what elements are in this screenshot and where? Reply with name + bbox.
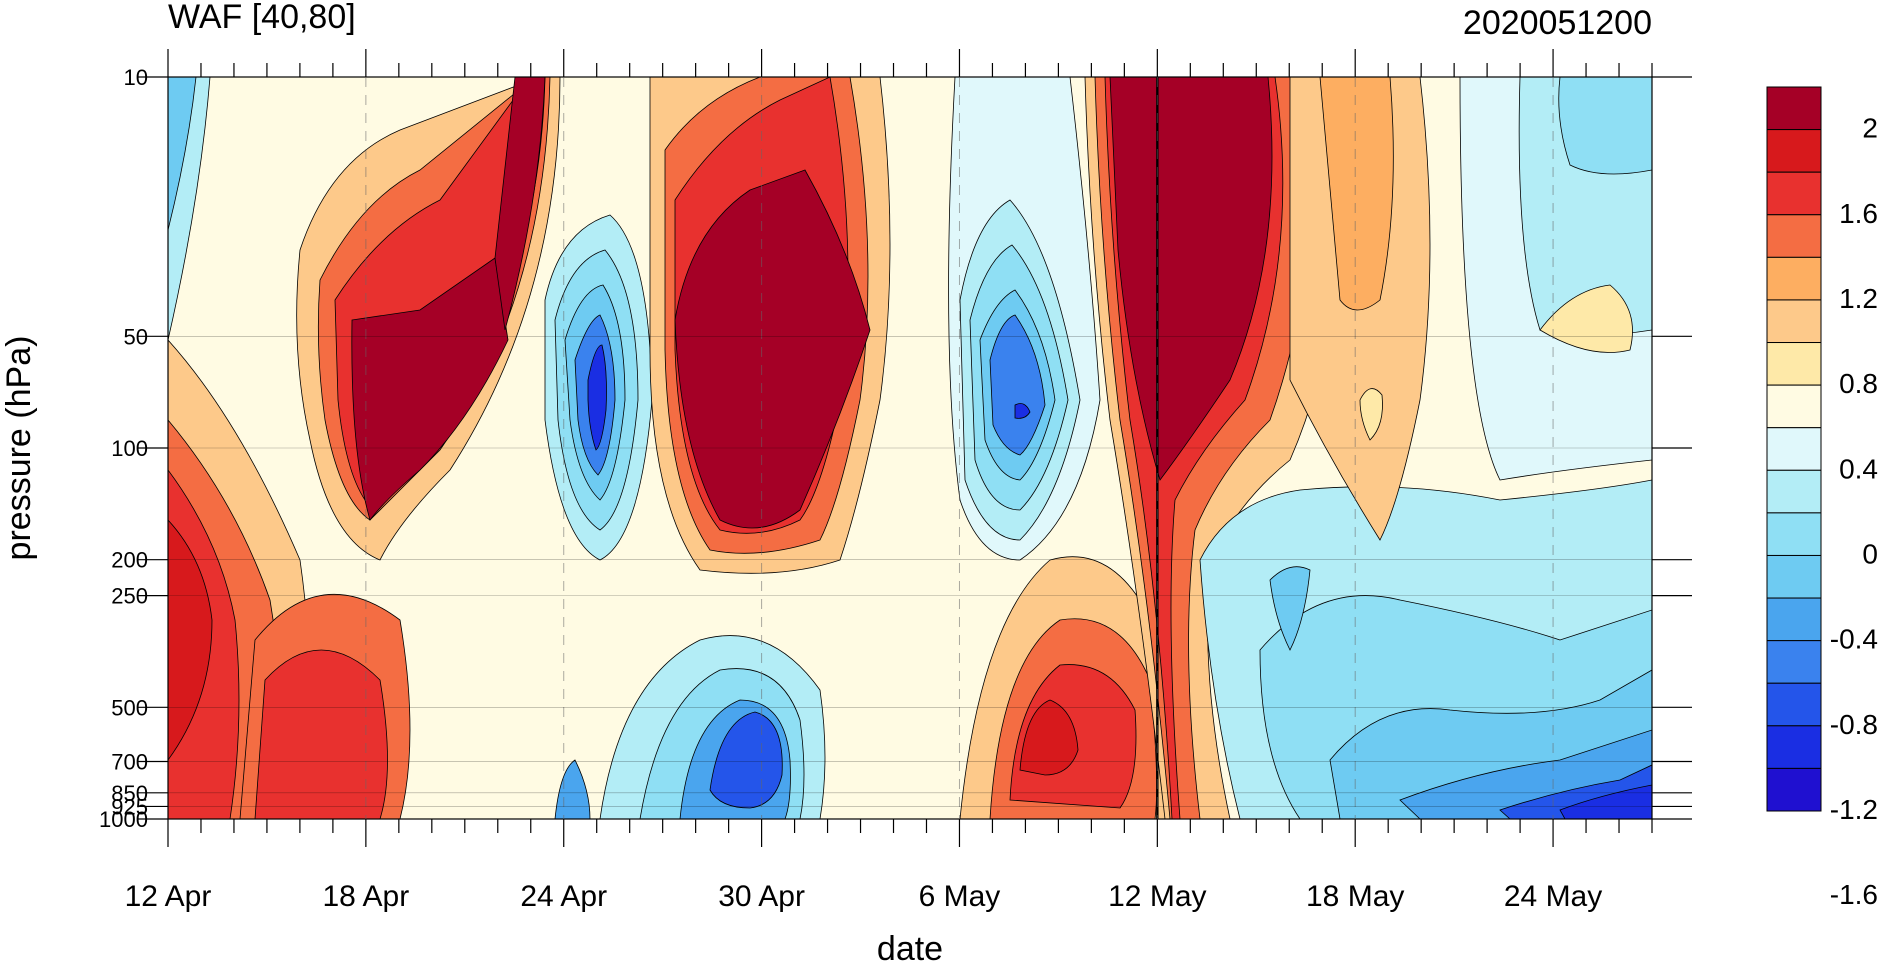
y-axis-label: pressure (hPa) (0, 336, 38, 561)
colorbar-swatch (1766, 767, 1822, 812)
blob-30apr-lower-blue (554, 635, 826, 819)
blob-18apr-lower-red (239, 593, 411, 819)
colorbar-swatch (1766, 427, 1822, 471)
colorbar (1766, 86, 1822, 812)
blob-8may-upper-blue (948, 77, 1101, 561)
blob-18apr-upper-red (296, 77, 561, 561)
colorbar-swatch (1766, 640, 1822, 684)
colorbar-label: -1.6 (1830, 879, 1878, 910)
colorbar-swatch (1766, 597, 1822, 642)
y-tick-label: 250 (111, 584, 148, 609)
contour-field (168, 77, 1652, 819)
colorbar-swatch (1766, 554, 1822, 599)
y-tick-label: 850 (111, 781, 148, 806)
colorbar-label: 0.4 (1839, 453, 1878, 484)
x-tick-label: 18 Apr (322, 880, 409, 913)
y-tick-label: 100 (111, 436, 148, 461)
colorbar-swatch (1766, 469, 1822, 514)
y-tick-label: 925 (111, 794, 148, 819)
colorbar-label: 2 (1862, 113, 1878, 144)
x-ticks (167, 49, 1653, 847)
colorbar-label: -2 (1853, 964, 1878, 968)
colorbar-swatch (1766, 512, 1822, 556)
x-tick-label: 6 May (919, 880, 1001, 913)
y-tick-label: 500 (111, 695, 148, 720)
colorbar-label: -0.4 (1830, 624, 1878, 655)
x-tick-label: 18 May (1306, 880, 1404, 913)
blob-12may-upper-red (1084, 77, 1340, 819)
x-tick-label: 24 May (1504, 880, 1602, 913)
colorbar-swatch (1766, 682, 1822, 727)
title-right: 2020051200 (1463, 4, 1652, 42)
x-tick-label: 24 Apr (520, 880, 607, 913)
blob-19may-orange (1289, 77, 1431, 541)
blob-left-top-blue (168, 77, 211, 341)
colorbar-label: 1.6 (1839, 198, 1878, 229)
blob-30apr-upper-red (649, 77, 891, 574)
colorbar-swatch (1766, 256, 1822, 301)
colorbar-swatch (1766, 171, 1822, 216)
blob-25apr-upper-blue (544, 214, 653, 561)
colorbar-swatch (1766, 384, 1822, 429)
colorbar-label: -1.2 (1830, 794, 1878, 825)
y-tick-label: 200 (111, 548, 148, 573)
blob-upper-right-light-blue (1459, 77, 1652, 481)
y-tick-label: 700 (111, 750, 148, 775)
blob-right-blue (1199, 479, 1652, 819)
colorbar-swatch (1766, 725, 1822, 769)
colorbar-swatch (1766, 129, 1822, 173)
y-tick-label: 10 (124, 65, 148, 90)
x-tick-label: 30 Apr (718, 880, 805, 913)
colorbar-label: 1.2 (1839, 283, 1878, 314)
colorbar-label: -0.8 (1830, 709, 1878, 740)
x-dashed-gridlines (365, 77, 1554, 819)
x-tick-labels: 12 Apr 18 Apr 24 Apr 30 Apr 6 May 12 May 18 Ma… (125, 880, 1603, 913)
y-tick-label: 50 (124, 324, 148, 349)
colorbar-swatch (1766, 214, 1822, 258)
y-tick-label: 1000 (99, 807, 148, 832)
colorbar-swatch (1766, 299, 1822, 344)
x-tick-label: 12 May (1108, 880, 1206, 913)
y-ticks (138, 76, 1692, 820)
title-left: WAF [40,80] (168, 0, 356, 36)
colorbar-swatch (1766, 86, 1822, 131)
colorbar-label: 0 (1862, 538, 1878, 569)
blob-9may-lower-red (959, 556, 1168, 819)
colorbar-labels: 2 1.6 1.2 0.8 0.4 0 -0.4 -0.8 -1.2 -1.6 -2 (1830, 113, 1878, 968)
x-axis-label: date (877, 930, 943, 968)
y-pressure-gridlines (168, 336, 1652, 807)
x-tick-label: 12 Apr (125, 880, 212, 913)
colorbar-label: 0.8 (1839, 368, 1878, 399)
colorbar-swatch (1766, 342, 1822, 386)
